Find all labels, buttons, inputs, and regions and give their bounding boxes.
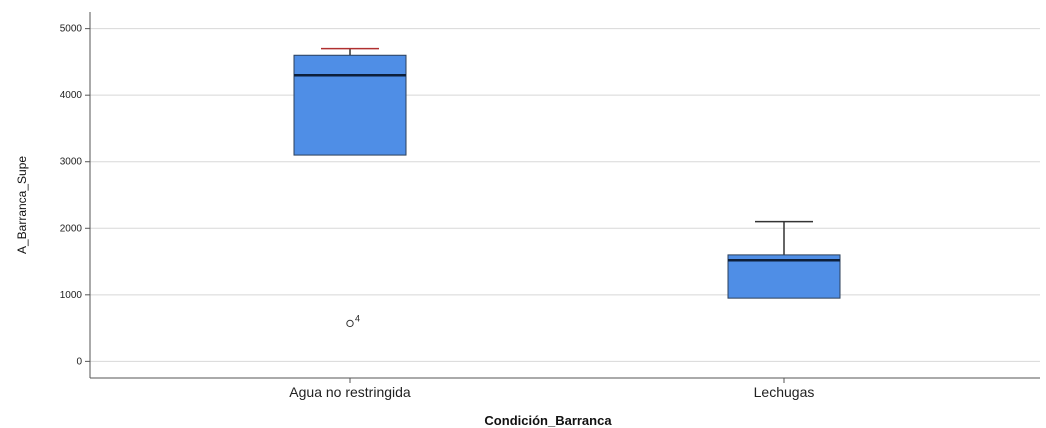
x-category-label: Lechugas [754, 384, 815, 400]
y-tick-label: 2000 [60, 223, 83, 234]
y-tick-label: 0 [76, 356, 82, 367]
x-category-labels: Agua no restringida Lechugas [289, 378, 814, 400]
y-tick-label: 4000 [60, 90, 83, 101]
y-tick-label: 5000 [60, 24, 83, 35]
boxes: 4 [293, 47, 841, 328]
box-iqr [293, 54, 407, 156]
y-tick-label: 1000 [60, 290, 83, 301]
outlier-label: 4 [355, 313, 360, 323]
axes [89, 12, 1040, 379]
y-tick-labels: 0 1000 2000 3000 4000 5000 [60, 24, 90, 367]
box-group: 4 [293, 47, 407, 328]
x-axis-title: Condición_Barranca [484, 413, 612, 428]
box-iqr [727, 254, 841, 299]
grid-lines [90, 28, 1040, 362]
box-group [727, 220, 841, 299]
y-tick-label: 3000 [60, 157, 83, 168]
outlier-point [346, 319, 354, 328]
y-axis-title: A_Barranca_Supe [15, 156, 29, 254]
x-category-label: Agua no restringida [289, 384, 411, 400]
